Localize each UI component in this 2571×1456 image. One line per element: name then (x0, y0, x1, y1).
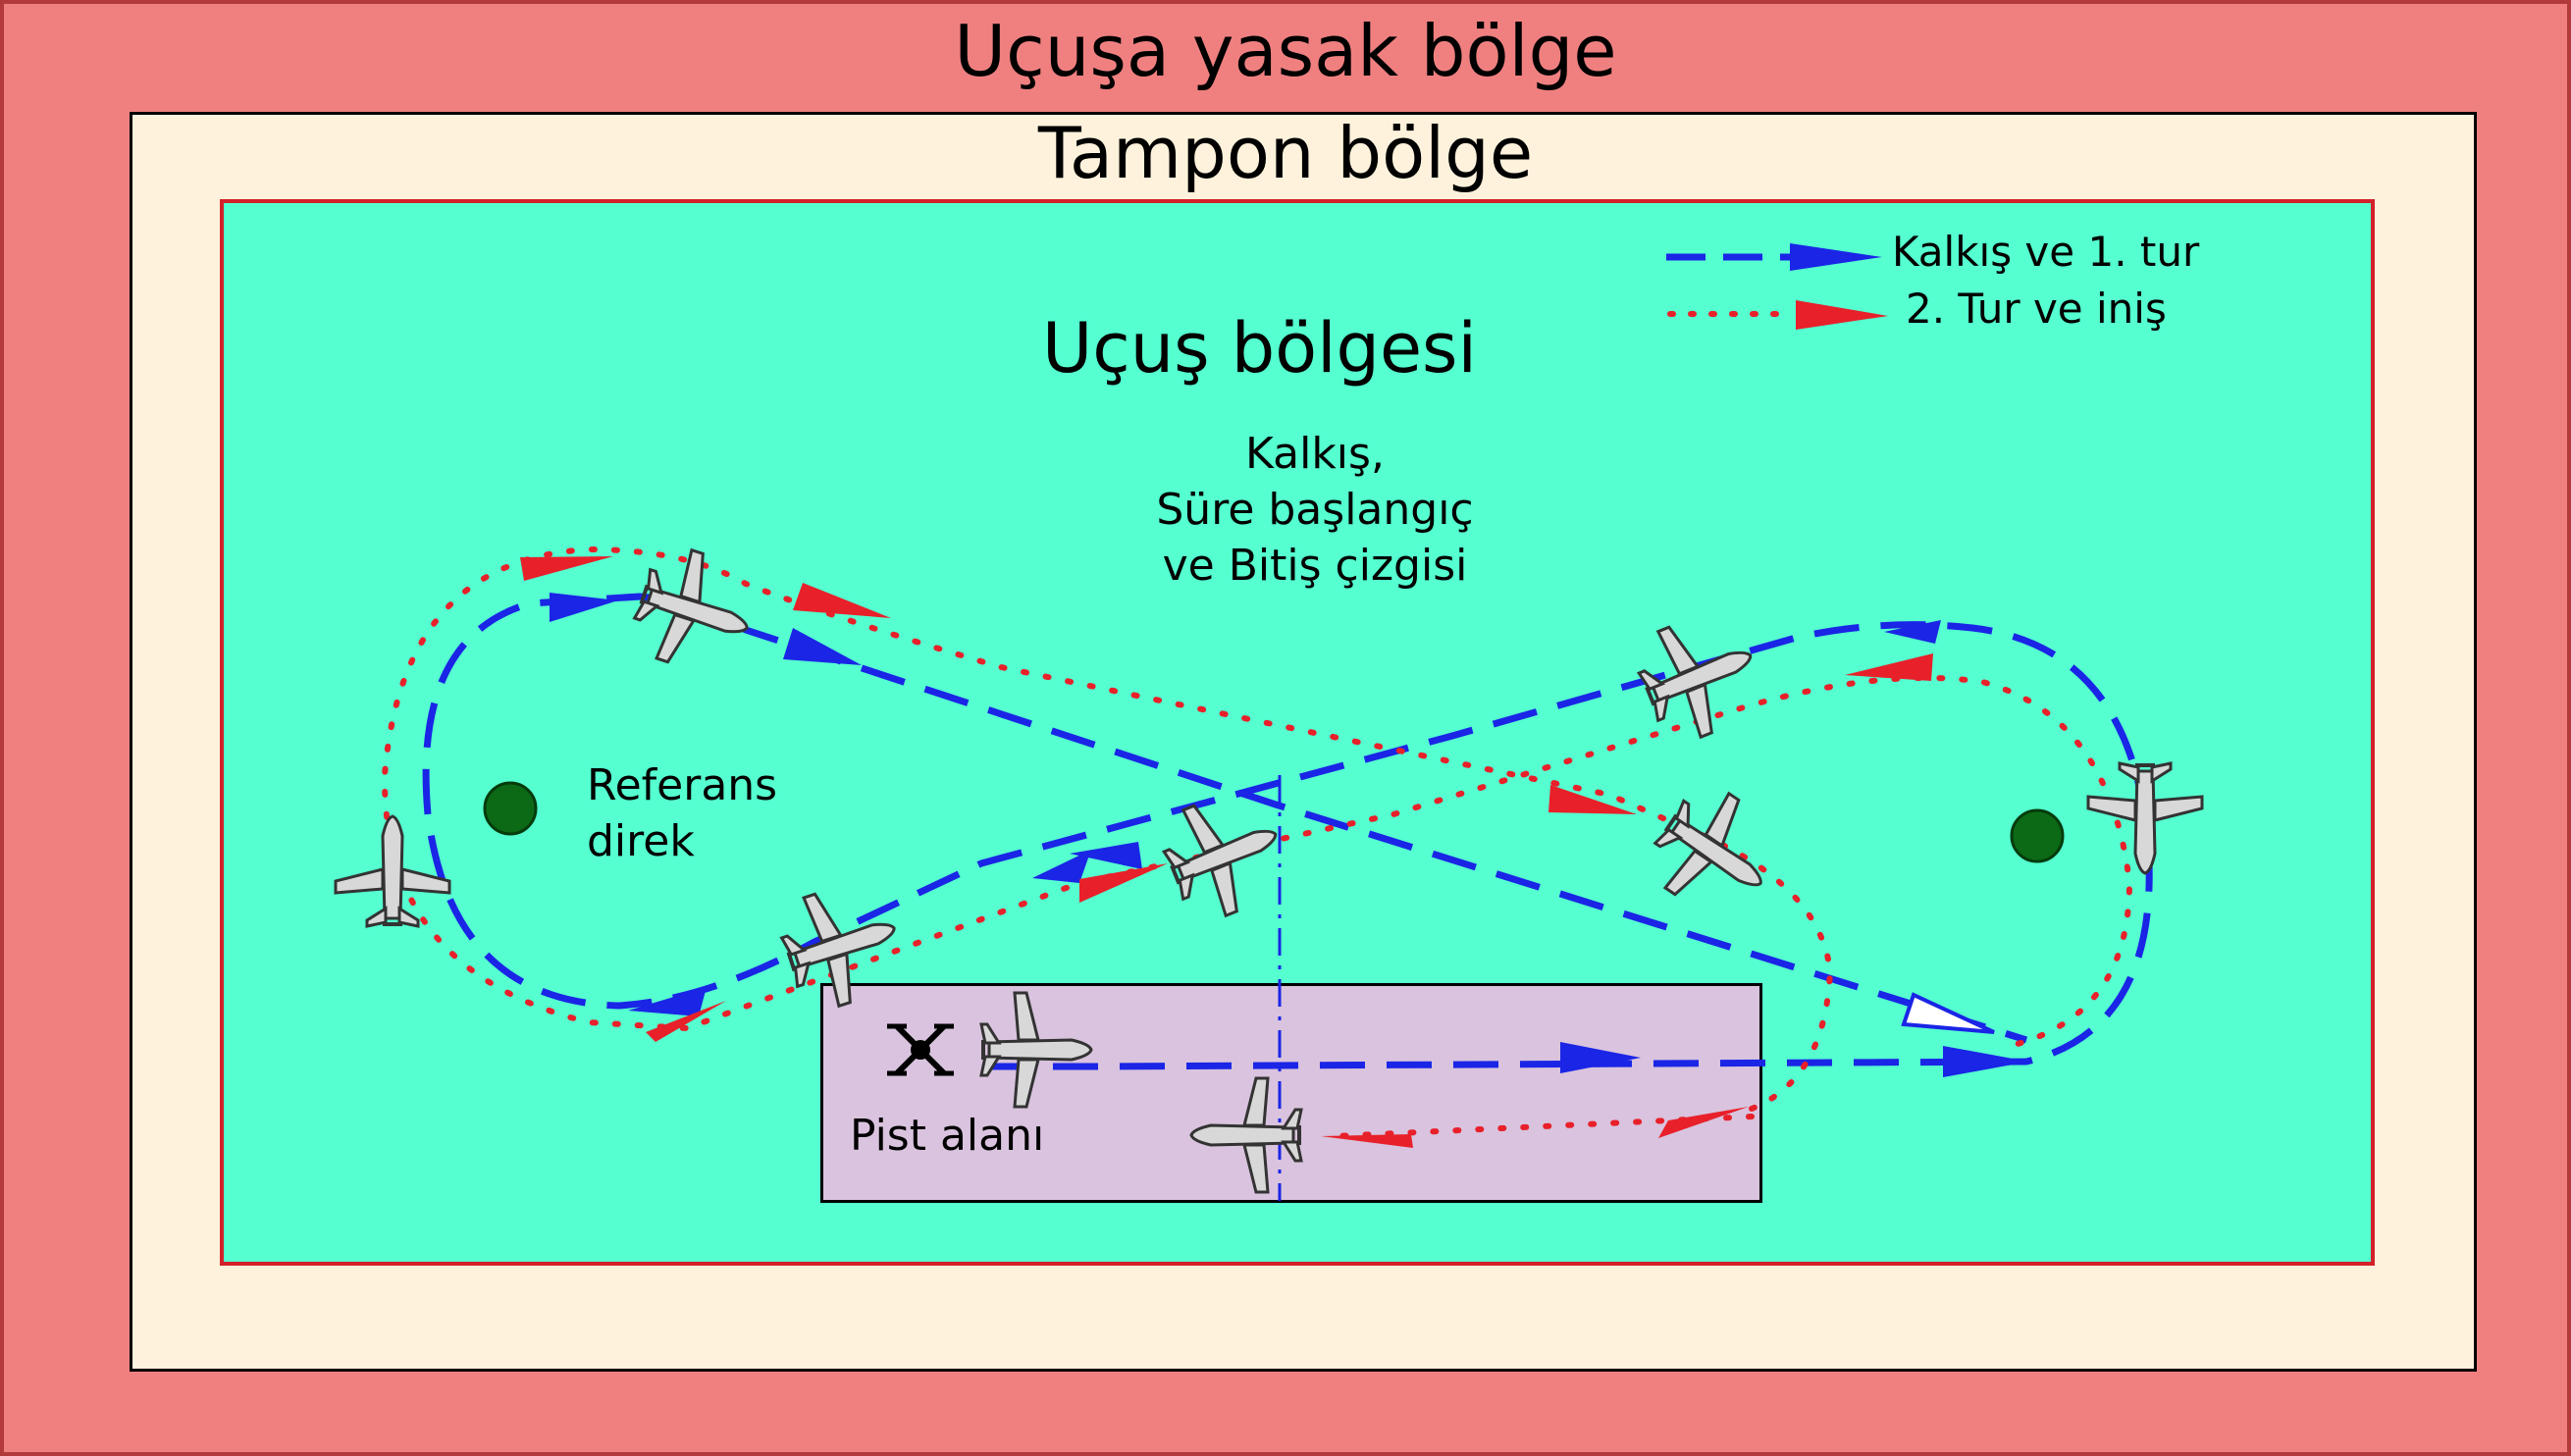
lap2-arrows (520, 556, 1933, 1148)
flight-zone-label: Uçuş bölgesi (1042, 308, 1477, 389)
legend-lap2-label: 2. Tur ve iniş (1906, 285, 2167, 333)
runway-area-label: Pist alanı (850, 1111, 1045, 1161)
reference-pole-icon (2010, 808, 2065, 863)
runway-area (820, 983, 1762, 1203)
lap1-arrows (550, 593, 2029, 1077)
start-finish-line-label: Kalkış, Süre başlangıç ve Bitiş çizgisi (1156, 429, 1474, 592)
buffer-zone-label: Tampon bölge (1037, 112, 1534, 194)
reference-pole-label: Referans direk (587, 760, 778, 867)
quadcopter-icon (887, 1026, 954, 1073)
legend (1666, 243, 1888, 330)
legend-lap1-label: Kalkış ve 1. tur (1892, 228, 2200, 276)
flight-zone (220, 199, 2375, 1266)
reference-pole-icon (483, 781, 538, 836)
no-fly-zone-label: Uçuşa yasak bölge (954, 10, 1617, 92)
